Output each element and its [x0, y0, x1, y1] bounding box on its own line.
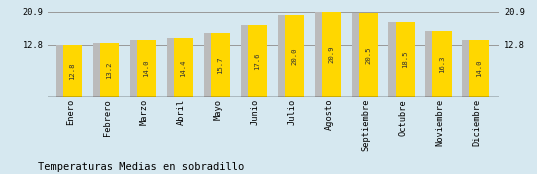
Bar	[204, 33, 227, 97]
Text: 20.9: 20.9	[328, 46, 334, 63]
Bar	[241, 25, 264, 97]
Text: 12.8: 12.8	[69, 62, 75, 80]
Bar	[173, 38, 193, 97]
Text: 15.7: 15.7	[217, 57, 223, 74]
Bar	[248, 25, 267, 97]
Bar	[396, 22, 415, 97]
Bar	[425, 31, 448, 97]
Bar	[93, 43, 115, 97]
Bar	[166, 38, 190, 97]
Text: 14.0: 14.0	[143, 60, 149, 77]
Bar	[100, 43, 119, 97]
Bar	[388, 22, 411, 97]
Bar	[211, 33, 230, 97]
Bar	[432, 31, 452, 97]
Text: 20.5: 20.5	[365, 47, 371, 64]
Bar	[469, 40, 489, 97]
Text: 14.0: 14.0	[476, 60, 482, 77]
Bar	[322, 12, 341, 97]
Text: 13.2: 13.2	[106, 62, 112, 79]
Bar	[285, 15, 304, 97]
Bar	[359, 13, 378, 97]
Bar	[278, 15, 301, 97]
Bar	[129, 40, 153, 97]
Bar	[56, 45, 78, 97]
Text: 20.0: 20.0	[291, 48, 297, 65]
Bar	[63, 45, 82, 97]
Bar	[462, 40, 485, 97]
Bar	[315, 12, 337, 97]
Bar	[352, 13, 374, 97]
Bar	[137, 40, 156, 97]
Text: Temperaturas Medias en sobradillo: Temperaturas Medias en sobradillo	[38, 162, 244, 172]
Text: 18.5: 18.5	[402, 51, 408, 68]
Text: 16.3: 16.3	[439, 55, 445, 73]
Text: 14.4: 14.4	[180, 59, 186, 77]
Text: 17.6: 17.6	[254, 53, 260, 70]
